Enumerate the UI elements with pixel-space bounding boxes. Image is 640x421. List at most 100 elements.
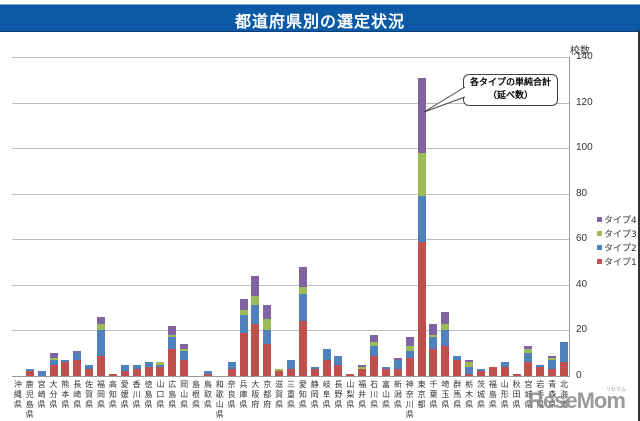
bar-segment: [524, 353, 533, 363]
x-tick-label: 三重県: [287, 380, 295, 409]
gridline: [12, 284, 570, 286]
gridline: [12, 376, 570, 377]
legend-item: タイプ1: [597, 254, 637, 268]
x-tick-label: 山口県: [156, 380, 165, 409]
bar-segment: [275, 369, 284, 372]
x-tick-label: 岡山県: [180, 380, 189, 409]
bar-segment: [381, 369, 390, 376]
bar-segment: [548, 355, 557, 358]
bar-segment: [298, 294, 307, 322]
bar-segment: [73, 360, 82, 376]
legend-swatch-icon: [597, 216, 602, 222]
bar-43: [524, 346, 533, 376]
x-tick-label: 大分県: [49, 380, 58, 409]
bar-37: [453, 355, 462, 376]
bar-segment: [49, 360, 58, 365]
x-tick-label: 石川県: [370, 380, 379, 409]
bar-segment: [346, 373, 355, 376]
bar-segment: [465, 366, 474, 374]
bar-segment: [465, 373, 474, 376]
bar-29: [358, 364, 367, 376]
x-tick-label: 大阪府: [251, 380, 260, 409]
x-tick-label: 栃木県: [465, 380, 474, 409]
bar-segment: [512, 373, 521, 376]
x-tick-label: 秋田県: [512, 380, 521, 409]
y-tick-label: 120: [576, 96, 593, 108]
bar-segment: [203, 371, 212, 374]
bar-segment: [370, 341, 379, 347]
bar-segment: [287, 369, 295, 376]
bar-segment: [37, 371, 46, 376]
bar-44: [536, 364, 545, 376]
bar-4: [61, 360, 70, 376]
x-tick-label: 千葉県: [429, 380, 438, 409]
bar-segment: [310, 366, 319, 370]
bar-segment: [73, 350, 82, 354]
bar-segment: [298, 266, 307, 288]
bar-19: [239, 298, 248, 376]
bar-segment: [548, 357, 557, 361]
bar-segment: [476, 369, 485, 372]
legend-label: タイプ4: [604, 215, 637, 226]
bar-11: [144, 362, 153, 376]
x-tick-label: 岩手県: [536, 380, 545, 409]
x-tick-label: 福島県: [488, 380, 497, 409]
bar-segment: [180, 360, 189, 376]
x-tick-label: 鳥取県: [203, 380, 212, 409]
bar-segment: [298, 321, 307, 376]
bar-segment: [263, 305, 272, 320]
x-tick-label: 和歌山県: [215, 380, 224, 419]
bar-segment: [49, 353, 58, 358]
bar-segment: [227, 369, 236, 376]
bar-segment: [453, 360, 462, 376]
bar-segment: [358, 369, 367, 376]
bar-segment: [156, 366, 165, 376]
bar-segment: [132, 369, 141, 376]
x-tick-label: 山梨県: [346, 380, 355, 409]
bar-segment: [227, 362, 236, 370]
bar-segment: [393, 369, 402, 376]
bar-segment: [25, 371, 34, 376]
bar-segment: [108, 373, 117, 376]
bar-segment: [405, 346, 414, 351]
bar-segment: [298, 287, 307, 294]
gridline: [12, 193, 570, 195]
bar-46: [560, 341, 569, 376]
callout-line2: （延べ数）: [487, 91, 533, 101]
x-tick-label: 高知県: [108, 380, 117, 409]
bar-segment: [168, 337, 177, 349]
bar-segment: [251, 296, 260, 306]
bar-segment: [322, 360, 331, 376]
bar-27: [334, 355, 343, 376]
bar-23: [287, 360, 295, 376]
bar-segment: [120, 364, 129, 372]
bar-segment: [156, 364, 165, 367]
x-tick-label: 香川県: [132, 380, 141, 409]
x-tick-label: 青森県: [548, 380, 557, 409]
x-tick-label: 徳島県: [144, 380, 153, 409]
y-axis-line: [569, 57, 570, 377]
x-tick-label: 長野県: [334, 380, 343, 409]
bar-segment: [476, 371, 485, 376]
bar-36: [441, 312, 450, 376]
bar-segment: [441, 312, 450, 324]
y-tick-label: 140: [576, 51, 593, 62]
x-tick-label: 沖縄県: [13, 380, 22, 409]
x-tick-label: 滋賀県: [275, 380, 284, 409]
bar-segment: [85, 369, 94, 376]
legend-swatch-icon: [597, 230, 602, 236]
bar-segment: [548, 369, 557, 376]
bar-24: [298, 266, 307, 376]
legend-swatch-icon: [597, 244, 602, 250]
bar-42: [512, 373, 521, 376]
x-tick-label: 埼玉県: [441, 380, 450, 409]
bar-segment: [49, 357, 58, 361]
resemom-logo-sub: リセマム: [606, 387, 627, 393]
legend-item: タイプ3: [597, 226, 637, 240]
bar-segment: [132, 364, 141, 370]
y-tick-label: 40: [576, 278, 588, 290]
bar-segment: [524, 348, 533, 354]
bar-35: [429, 323, 438, 376]
bar-segment: [97, 316, 106, 324]
x-tick-label: 神奈川県: [405, 380, 414, 419]
